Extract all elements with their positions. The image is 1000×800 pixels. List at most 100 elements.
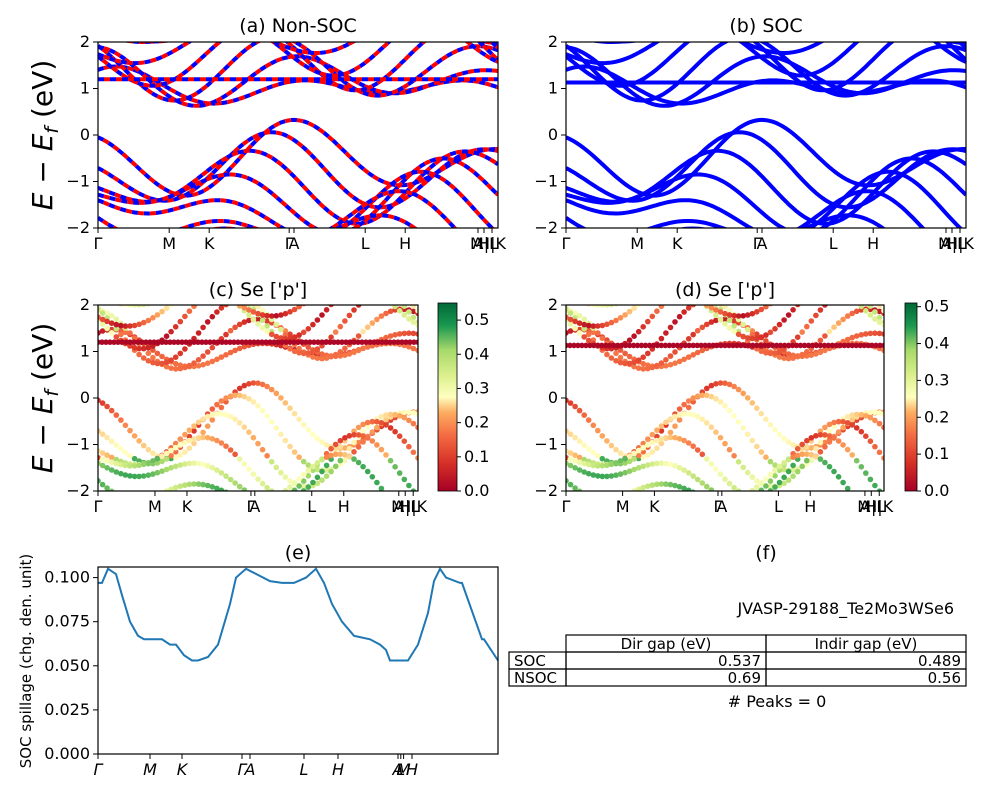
band-point xyxy=(654,362,660,369)
band-point xyxy=(287,494,293,500)
band-point xyxy=(685,305,692,311)
flat-band-point xyxy=(754,342,760,349)
band-line xyxy=(566,169,964,228)
x-tick-label: A xyxy=(859,497,870,516)
band-point xyxy=(182,439,188,446)
band-point xyxy=(799,351,805,358)
band-point xyxy=(250,316,257,323)
band-point xyxy=(328,353,334,360)
flat-band-point xyxy=(603,342,609,349)
band-point xyxy=(273,464,280,471)
band-point xyxy=(314,346,321,352)
band-point xyxy=(631,450,637,457)
band-point xyxy=(364,419,371,426)
band-point xyxy=(268,386,275,393)
panel-f-gap-table: JVASP-29188_Te2Mo3WSe6 Dir gap (eV) Indi… xyxy=(508,599,967,711)
colorbar-tick-label: 0.4 xyxy=(464,344,489,363)
band-point xyxy=(218,354,225,360)
band-point xyxy=(672,360,678,367)
band-point xyxy=(410,420,417,427)
band-point xyxy=(844,413,851,420)
flat-band-point xyxy=(746,342,752,349)
band-point xyxy=(232,392,238,399)
band-point xyxy=(604,473,610,480)
band-point xyxy=(173,299,179,305)
band-point xyxy=(581,412,587,418)
band-point xyxy=(104,297,110,303)
band-point xyxy=(163,466,170,473)
band-point xyxy=(881,455,884,461)
band-point xyxy=(287,484,293,490)
band-point xyxy=(881,522,887,528)
band-point xyxy=(872,409,878,416)
band-point xyxy=(273,425,280,431)
band-point xyxy=(140,473,147,479)
band-point xyxy=(172,463,179,470)
band-point xyxy=(849,295,855,301)
band-point xyxy=(99,456,106,463)
band-point xyxy=(154,455,161,462)
panel-a-title: (a) Non-SOC xyxy=(239,15,357,37)
band-point xyxy=(255,316,261,323)
band-point xyxy=(595,496,601,502)
flat-band-point xyxy=(215,339,221,346)
band-point xyxy=(379,287,385,293)
band-point xyxy=(378,485,385,491)
band-point xyxy=(699,347,706,354)
band-point xyxy=(214,356,220,363)
band-point xyxy=(676,406,683,412)
band-point xyxy=(332,451,339,458)
band-point xyxy=(379,281,385,287)
band-point xyxy=(817,307,824,313)
band-point xyxy=(867,476,874,483)
band-point xyxy=(804,323,810,330)
band-point xyxy=(572,458,578,464)
y-tick-label: 1 xyxy=(548,342,558,361)
band-point xyxy=(319,477,325,484)
band-point xyxy=(585,331,592,338)
band-point xyxy=(218,440,225,446)
band-point xyxy=(136,345,142,352)
band-point xyxy=(572,434,578,441)
band-point xyxy=(731,383,737,390)
band-point xyxy=(187,290,193,296)
band-point xyxy=(145,460,152,466)
band-point xyxy=(740,498,746,504)
band-point xyxy=(840,286,846,292)
y-tick-label: −2 xyxy=(534,218,558,237)
band-point xyxy=(713,429,719,436)
panel-f-title: (f) xyxy=(755,542,777,564)
band-point xyxy=(581,321,587,328)
band-point xyxy=(278,431,284,438)
band-point xyxy=(672,463,678,469)
band-point xyxy=(726,381,733,388)
band-point xyxy=(236,385,243,392)
band-point xyxy=(191,423,197,429)
band-point xyxy=(750,494,756,500)
band-point xyxy=(191,360,197,366)
band-point xyxy=(676,358,683,365)
band-point xyxy=(685,487,692,491)
band-point xyxy=(241,487,248,491)
band-point xyxy=(131,433,138,439)
band-point xyxy=(681,467,687,473)
band-point xyxy=(790,462,796,469)
flat-band-point xyxy=(630,342,637,349)
x-tick-label: M|L xyxy=(857,497,885,516)
band-point xyxy=(667,353,674,359)
band-point xyxy=(351,439,357,446)
band-point xyxy=(342,435,348,441)
band-point xyxy=(314,474,321,481)
band-point xyxy=(319,287,325,293)
flat-band-point xyxy=(327,339,333,346)
band-point xyxy=(305,344,312,351)
band-point xyxy=(617,359,624,366)
band-line xyxy=(98,156,498,228)
flat-band-point xyxy=(367,339,373,346)
band-point xyxy=(867,312,874,318)
band-point xyxy=(99,316,106,323)
band-point xyxy=(640,440,646,447)
band-point xyxy=(259,446,266,453)
band-point xyxy=(410,319,417,326)
band-point xyxy=(740,321,746,328)
